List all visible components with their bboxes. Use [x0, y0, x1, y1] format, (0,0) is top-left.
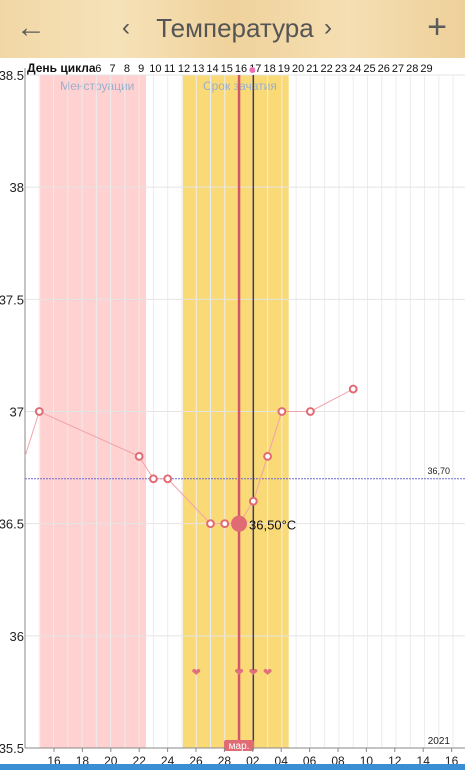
today-dot	[249, 67, 256, 73]
x-tick-label: 18	[76, 754, 90, 764]
x-tick-label: 16	[47, 754, 61, 764]
x-tick-label: 04	[275, 754, 289, 764]
bottom-progress-strip	[0, 764, 465, 770]
temperature-point[interactable]	[34, 407, 44, 416]
cycle-day-number: 21	[306, 63, 318, 75]
page-title: Температура	[156, 13, 314, 43]
cycle-day-number: 16	[235, 63, 247, 75]
cycle-day-number: 12	[178, 63, 190, 75]
prev-chevron-left-icon[interactable]: ‹	[122, 14, 130, 41]
cycle-day-number: 11	[164, 63, 175, 75]
temperature-point[interactable]	[163, 474, 173, 484]
next-chevron-right-icon[interactable]: ›	[324, 14, 332, 41]
year-label: 2021	[428, 736, 451, 747]
back-arrow-icon[interactable]: ←	[16, 11, 46, 44]
cycle-day-number: 22	[321, 63, 333, 75]
selected-temperature-point[interactable]	[231, 515, 248, 532]
cycle-day-number: 8	[124, 63, 130, 75]
app-header: ← ‹ Температура › +	[0, 0, 465, 58]
cycle-day-number: 20	[292, 63, 304, 75]
cycle-day-number: 15	[221, 63, 233, 75]
temperature-point[interactable]	[220, 519, 230, 529]
temperature-point[interactable]	[248, 496, 258, 506]
x-tick-label: 16	[445, 754, 459, 764]
x-tick-label: 06	[303, 754, 317, 764]
heart-icon: ❤	[249, 666, 258, 679]
x-tick-label: 24	[161, 754, 175, 764]
cycle-day-number: 19	[278, 63, 290, 75]
cycle-day-number: 29	[420, 63, 432, 75]
temperature-point[interactable]	[206, 519, 215, 529]
x-tick-label: 12	[388, 754, 402, 764]
y-tick-label: 37	[10, 405, 24, 420]
x-tick-label: 22	[133, 754, 147, 764]
cycle-day-number: 28	[406, 63, 418, 75]
month-marker: мар.	[229, 741, 250, 752]
heart-icon: ❤	[234, 666, 243, 679]
x-tick-label: 02	[246, 754, 260, 764]
temperature-point[interactable]	[277, 407, 287, 416]
cycle-day-label: День цикла	[27, 61, 96, 75]
x-tick-label: 08	[331, 754, 345, 764]
temperature-point[interactable]	[306, 407, 315, 416]
cycle-day-number: 27	[392, 63, 404, 75]
cycle-day-number: 9	[138, 63, 144, 75]
add-plus-icon[interactable]: +	[427, 8, 447, 46]
cycle-day-number: 23	[335, 63, 347, 75]
heart-icon: ❤	[263, 666, 272, 679]
coverline-label: 36,70	[427, 466, 450, 476]
x-tick-label: 10	[360, 754, 374, 764]
selected-temperature-label: 36,50°C	[249, 518, 296, 533]
cycle-day-number: 13	[192, 63, 204, 75]
y-tick-label: 36.5	[0, 517, 24, 532]
x-tick-label: 26	[189, 754, 203, 764]
x-tick-label: 28	[218, 754, 232, 764]
y-tick-label: 38.5	[0, 68, 24, 83]
temperature-chart[interactable]: Менструации Срок зачатия38.53837.53736.53…	[0, 58, 465, 764]
month-marker-bg	[224, 740, 255, 751]
x-tick-label: 14	[417, 754, 431, 764]
cycle-day-number: 14	[206, 63, 218, 75]
cycle-day-number: 24	[349, 63, 361, 75]
cycle-day-number: 25	[363, 63, 375, 75]
y-tick-label: 38	[10, 180, 24, 195]
cycle-day-number: 26	[378, 63, 390, 75]
cycle-day-number: 7	[110, 63, 116, 75]
zone-label-0: Менструации	[60, 79, 134, 93]
temperature-point[interactable]	[348, 384, 358, 394]
y-tick-label: 36	[10, 629, 24, 644]
cycle-day-number: 10	[149, 63, 161, 75]
temperature-point[interactable]	[149, 474, 158, 484]
x-tick-label: 20	[104, 754, 118, 764]
heart-icon: ❤	[192, 666, 201, 679]
temperature-point[interactable]	[134, 451, 144, 461]
cycle-day-number: 18	[263, 63, 275, 75]
y-tick-label: 37.5	[0, 292, 24, 307]
cycle-day-number: 6	[95, 63, 101, 75]
y-tick-label: 35.5	[0, 741, 24, 756]
temperature-point[interactable]	[263, 451, 272, 461]
